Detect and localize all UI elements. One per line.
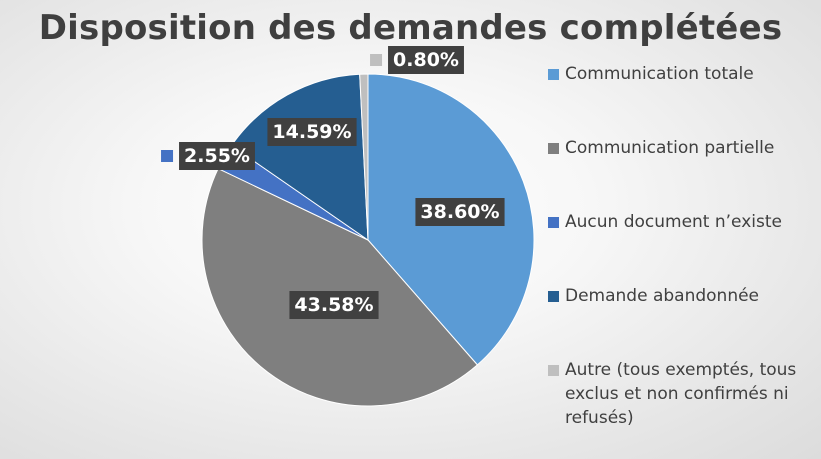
data-label: 43.58% xyxy=(289,291,379,319)
legend-swatch xyxy=(548,291,559,302)
legend-item: Communication totale xyxy=(548,62,805,86)
legend-swatch xyxy=(548,365,559,376)
data-label-background xyxy=(388,46,464,74)
legend-item: Aucun document n’existe xyxy=(548,210,805,234)
data-label-text: 38.60% xyxy=(420,201,499,223)
data-label-text: 14.59% xyxy=(272,121,351,143)
chart-title: Disposition des demandes complétées xyxy=(38,8,783,48)
data-label-text: 0.80% xyxy=(393,49,459,71)
legend-swatch xyxy=(548,217,559,228)
legend-item: Demande abandonnée xyxy=(548,284,805,308)
data-label: 14.59% xyxy=(267,118,357,146)
legend-label: Communication partielle xyxy=(565,138,775,158)
data-label-background xyxy=(415,198,505,226)
legend-label: Demande abandonnée xyxy=(565,286,760,306)
data-label-swatch xyxy=(370,54,383,66)
data-label-swatch xyxy=(161,150,174,162)
data-label-background xyxy=(289,291,379,319)
data-label-text: 2.55% xyxy=(184,145,250,167)
legend-label: Communication totale xyxy=(565,64,754,84)
legend-swatch xyxy=(548,143,559,154)
pie-slice xyxy=(201,167,479,407)
legend-item: Communication partielle xyxy=(548,136,805,160)
data-label-background xyxy=(179,142,255,170)
data-label: 2.55% xyxy=(161,142,255,170)
legend-label: Aucun document n’existe xyxy=(565,212,782,232)
legend-item: Autre (tous exemptés, tous exclus et non… xyxy=(548,358,805,430)
data-label: 38.60% xyxy=(415,198,505,226)
pie-slice xyxy=(359,73,369,241)
legend-label: Autre (tous exemptés, tous exclus et non… xyxy=(565,360,797,428)
pie-slice xyxy=(230,73,369,241)
data-label: 0.80% xyxy=(370,46,464,74)
data-label-background xyxy=(267,118,357,146)
data-label-text: 43.58% xyxy=(294,294,373,316)
legend-swatch xyxy=(548,69,559,80)
